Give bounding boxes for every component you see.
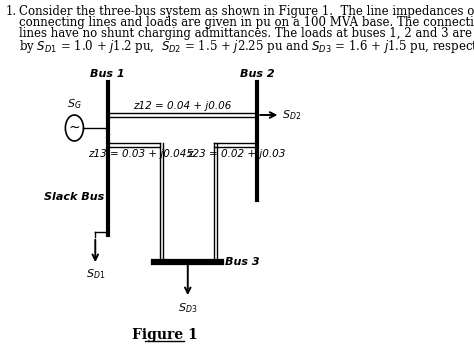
Text: Bus 3: Bus 3: [225, 257, 259, 267]
Text: Bus 2: Bus 2: [240, 69, 274, 79]
Text: Consider the three-bus system as shown in Figure 1.  The line impedances of the: Consider the three-bus system as shown i…: [19, 5, 474, 18]
Text: z23 = 0.02 + j0.03: z23 = 0.02 + j0.03: [187, 149, 285, 159]
Text: Slack Bus: Slack Bus: [44, 192, 104, 202]
Text: by $S_{D1}$ = 1.0 + $j$1.2 pu,  $S_{D2}$ = 1.5 + $j$2.25 pu and $S_{D3}$ = 1.6 +: by $S_{D1}$ = 1.0 + $j$1.2 pu, $S_{D2}$ …: [19, 38, 474, 55]
Text: z12 = 0.04 + j0.06: z12 = 0.04 + j0.06: [133, 101, 232, 111]
Text: ~: ~: [69, 121, 80, 135]
Text: Figure 1: Figure 1: [132, 328, 198, 342]
Text: $S_G$: $S_G$: [67, 97, 82, 111]
Text: Bus 1: Bus 1: [91, 69, 125, 79]
Text: connecting lines and loads are given in pu on a 100 MVA base. The connecting: connecting lines and loads are given in …: [19, 16, 474, 29]
Text: $S_{D2}$: $S_{D2}$: [283, 108, 301, 122]
Text: 1.: 1.: [6, 5, 17, 18]
Text: $S_{D3}$: $S_{D3}$: [178, 301, 198, 315]
Text: $S_{D1}$: $S_{D1}$: [86, 267, 105, 281]
Text: lines have no shunt charging admittances. The loads at buses 1, 2 and 3 are give: lines have no shunt charging admittances…: [19, 27, 474, 40]
Text: z13 = 0.03 + j0.045: z13 = 0.03 + j0.045: [88, 149, 193, 159]
